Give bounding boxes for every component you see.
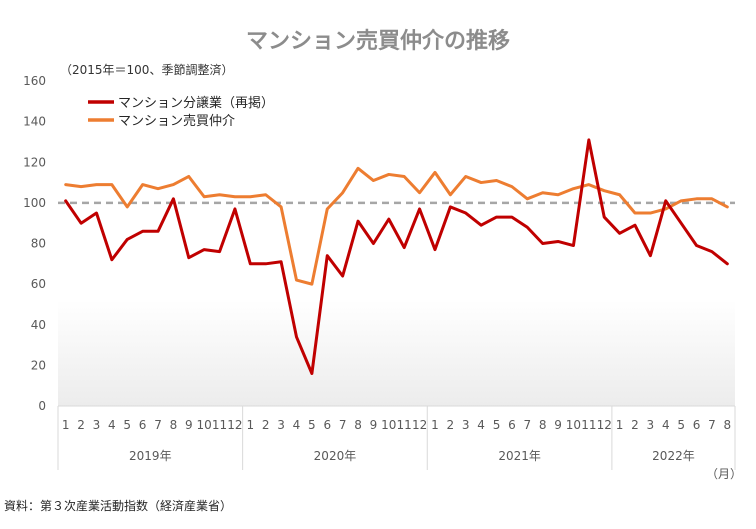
x-axis-unit-label: （月）: [706, 467, 742, 481]
x-tick-label: 9: [185, 418, 193, 432]
x-year-label: 2019年: [129, 449, 172, 463]
x-tick-label: 2: [447, 418, 455, 432]
x-tick-label: 6: [693, 418, 701, 432]
y-tick-label: 120: [23, 155, 46, 169]
x-year-label: 2022年: [652, 449, 695, 463]
x-tick-label: 8: [723, 418, 731, 432]
x-tick-label: 12: [597, 418, 612, 432]
x-tick-label: 7: [523, 418, 531, 432]
x-year-label: 2021年: [498, 449, 541, 463]
x-tick-label: 2: [631, 418, 639, 432]
x-tick-label: 6: [508, 418, 516, 432]
x-tick-label: 7: [708, 418, 716, 432]
x-tick-label: 5: [308, 418, 316, 432]
series-line-2: [64, 166, 729, 286]
y-tick-label: 80: [31, 237, 46, 251]
x-tick-label: 3: [93, 418, 101, 432]
x-tick-label: 11: [397, 418, 412, 432]
y-tick-label: 40: [31, 318, 46, 332]
x-tick-label: 7: [154, 418, 162, 432]
x-tick-label: 1: [247, 418, 255, 432]
x-tick-label: 12: [227, 418, 242, 432]
x-tick-label: 11: [212, 418, 227, 432]
x-tick-label: 1: [62, 418, 70, 432]
y-tick-label: 160: [23, 74, 46, 88]
source-note: 資料：第３次産業活動指数（経済産業省）: [4, 498, 232, 513]
x-tick-label: 1: [431, 418, 439, 432]
x-tick-label: 8: [539, 418, 547, 432]
series-line-1: [64, 138, 729, 375]
x-tick-label: 6: [139, 418, 147, 432]
legend: マンション分譲業（再掲） マンション売買仲介: [88, 95, 274, 129]
x-tick-label: 11: [581, 418, 596, 432]
x-tick-label: 6: [323, 418, 331, 432]
chart-title: マンション売買仲介の推移: [246, 28, 510, 54]
x-tick-label: 8: [170, 418, 178, 432]
x-tick-label: 8: [354, 418, 362, 432]
y-tick-label: 100: [23, 196, 46, 210]
x-tick-label: 3: [277, 418, 285, 432]
x-tick-label: 2: [262, 418, 270, 432]
y-tick-label: 140: [23, 115, 46, 129]
x-tick-label: 5: [677, 418, 685, 432]
y-tick-label: 20: [31, 358, 46, 372]
y-tick-label: 0: [38, 399, 46, 413]
x-tick-label: 10: [566, 418, 581, 432]
chart-subtitle: （2015年＝100、季節調整済）: [60, 62, 233, 77]
x-tick-label: 5: [123, 418, 131, 432]
x-tick-label: 1: [616, 418, 624, 432]
x-tick-label: 12: [412, 418, 427, 432]
x-tick-label: 7: [339, 418, 347, 432]
x-tick-label: 4: [108, 418, 116, 432]
x-tick-label: 9: [370, 418, 378, 432]
series-layer: [58, 138, 735, 375]
x-year-label: 2020年: [314, 449, 357, 463]
x-tick-label: 9: [554, 418, 562, 432]
x-tick-label: 10: [381, 418, 396, 432]
x-tick-label: 2: [77, 418, 85, 432]
legend-label: マンション分譲業（再掲）: [118, 95, 274, 111]
y-tick-label: 60: [31, 277, 46, 291]
x-tick-label: 3: [462, 418, 470, 432]
x-tick-label: 5: [493, 418, 501, 432]
legend-label: マンション売買仲介: [118, 113, 235, 129]
x-tick-label: 4: [662, 418, 670, 432]
plot-lower-shading: [58, 300, 735, 406]
x-tick-label: 4: [477, 418, 485, 432]
x-tick-label: 10: [197, 418, 212, 432]
x-tick-label: 3: [647, 418, 655, 432]
x-tick-label: 4: [293, 418, 301, 432]
